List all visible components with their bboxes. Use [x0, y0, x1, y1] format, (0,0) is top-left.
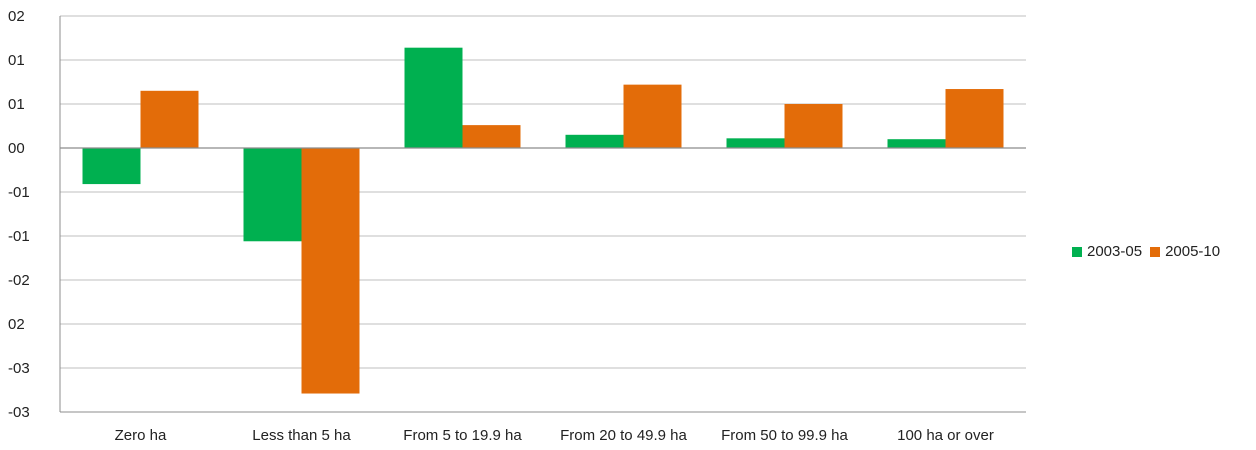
legend-item: 2005-10: [1150, 243, 1220, 260]
y-tick-label: 02: [8, 316, 25, 333]
bar-2003-05-from-20-to-49-9-ha: [565, 134, 624, 148]
bar-2003-05-less-than-5-ha: [243, 148, 302, 242]
axes: [59, 16, 1026, 413]
category-label: Less than 5 ha: [252, 427, 351, 444]
y-tick-label: 02: [8, 8, 25, 25]
bar-2005-10-less-than-5-ha: [301, 148, 360, 394]
category-label: From 50 to 99.9 ha: [721, 427, 848, 444]
bar-2003-05-100-ha-or-over: [887, 139, 946, 148]
legend-swatch: [1150, 246, 1161, 257]
y-tick-label: 00: [8, 140, 25, 157]
bar-2003-05-from-5-to-19-9-ha: [404, 47, 463, 148]
y-tick-label: -02: [8, 272, 30, 289]
legend-label: 2005-10: [1165, 243, 1221, 260]
category-labels: Zero ha Less than 5 ha From 5 to 19.9 ha Fr…: [115, 427, 994, 444]
bar-2005-10-from-20-to-49-9-ha: [623, 84, 682, 148]
category-label: 100 ha or over: [897, 427, 994, 444]
legend-label: 2003-05: [1087, 243, 1143, 260]
bars: [82, 47, 1004, 394]
legend-item: 2003-05: [1072, 243, 1142, 260]
legend: 2003-05 2005-10: [1072, 243, 1228, 260]
bar-2005-10-zero-ha: [140, 90, 199, 148]
y-tick-label: 01: [8, 52, 25, 69]
y-tick-label: -01: [8, 184, 30, 201]
category-label: From 20 to 49.9 ha: [560, 427, 687, 444]
bar-2005-10-from-5-to-19-9-ha: [462, 125, 521, 148]
bar-2005-10-100-ha-or-over: [945, 89, 1004, 148]
bar-2003-05-from-50-to-99-9-ha: [726, 138, 785, 148]
bar-2005-10-from-50-to-99-9-ha: [784, 104, 843, 148]
bar-2003-05-zero-ha: [82, 148, 141, 185]
y-tick-labels: 02 01 01 00 -01 -01 -02 02 -03 -03: [8, 8, 30, 421]
y-tick-label: 01: [8, 96, 25, 113]
y-tick-label: -01: [8, 228, 30, 245]
y-tick-label: -03: [8, 404, 30, 421]
legend-swatch: [1072, 246, 1082, 257]
category-label: Zero ha: [115, 427, 167, 444]
gridlines: [60, 15, 1026, 413]
y-tick-label: -03: [8, 360, 30, 377]
category-label: From 5 to 19.9 ha: [403, 427, 522, 444]
